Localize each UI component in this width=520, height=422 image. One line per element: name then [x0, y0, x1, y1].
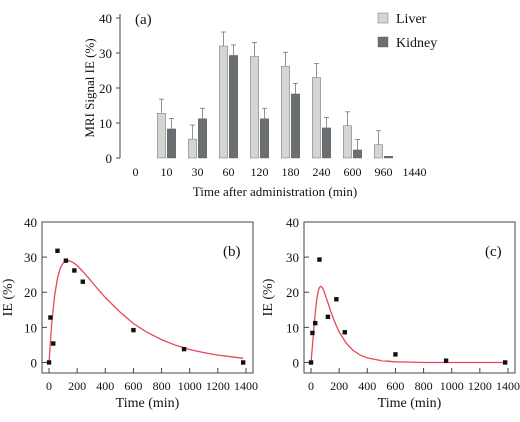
x-tick-label: 600 [124, 379, 142, 393]
fit-curve [310, 285, 506, 364]
data-point [313, 320, 318, 326]
x-tick-label: 1200 [468, 379, 492, 393]
legend-label-liver: Liver [396, 12, 427, 27]
x-tick-label: 240 [313, 165, 331, 179]
bar-liver [157, 112, 166, 159]
panel-label: (a) [135, 12, 152, 28]
y-tick-label: 0 [106, 151, 113, 166]
bar-kidney [291, 93, 300, 159]
y-axis-title: IE (%) [261, 278, 276, 316]
x-tick-label: 800 [415, 379, 433, 393]
x-tick-label: 400 [96, 379, 114, 393]
bar-liver [374, 144, 383, 159]
x-axis-title: Time after administration (min) [193, 184, 358, 199]
y-tick-label: 10 [286, 320, 299, 335]
y-axis-title: MRI Signal IE (%) [82, 38, 97, 137]
data-point [51, 341, 56, 346]
data-point [46, 360, 52, 365]
y-tick-label: 40 [99, 11, 112, 26]
data-point [308, 360, 314, 365]
data-point [393, 352, 398, 357]
data-point [342, 330, 347, 335]
x-tick-label: 1400 [234, 379, 258, 393]
x-tick-label: 200 [68, 379, 86, 393]
x-tick-label: 0 [308, 379, 314, 393]
plot-frame [303, 221, 516, 374]
bar-liver [312, 77, 321, 159]
x-tick-label: 0 [133, 165, 139, 179]
panel-label: (b) [223, 244, 241, 260]
x-tick-label: 1000 [440, 379, 464, 393]
y-tick-label: 40 [24, 215, 37, 230]
x-tick-label: 800 [153, 379, 171, 393]
x-tick-label: 60 [223, 165, 235, 179]
x-tick-label: 200 [330, 379, 348, 393]
legend-label-kidney: Kidney [396, 36, 437, 51]
bar-liver [219, 45, 228, 159]
data-point [48, 315, 53, 320]
y-tick-label: 30 [24, 250, 37, 265]
y-tick-label: 10 [99, 116, 112, 131]
bar-kidney [198, 118, 207, 159]
y-tick-label: 0 [293, 355, 300, 370]
x-tick-label: 0 [46, 379, 52, 393]
bar-liver [188, 138, 197, 159]
bar-liver [281, 66, 290, 159]
x-tick-label: 120 [251, 165, 269, 179]
x-tick-label: 1000 [178, 379, 202, 393]
x-tick-label: 600 [386, 379, 404, 393]
plot-frame [41, 221, 254, 374]
data-point [443, 358, 449, 363]
bar-liver [343, 125, 352, 159]
x-axis-title: Time (min) [116, 396, 180, 411]
data-point [502, 360, 508, 365]
y-tick-label: 10 [24, 320, 37, 335]
bar-kidney [322, 127, 331, 159]
bar-kidney [384, 156, 393, 159]
data-point [131, 327, 136, 333]
legend-swatch [377, 36, 389, 48]
y-tick-label: 20 [286, 285, 299, 300]
y-tick-label: 20 [99, 81, 112, 96]
data-point [240, 360, 246, 365]
data-point [181, 346, 187, 352]
bar-kidney [167, 128, 176, 159]
y-tick-label: 40 [286, 215, 299, 230]
legend-swatch [377, 12, 389, 24]
data-point [310, 330, 315, 336]
data-point [55, 248, 60, 253]
bar-kidney [260, 118, 269, 159]
x-tick-label: 960 [375, 165, 393, 179]
y-tick-label: 0 [31, 355, 38, 370]
y-tick-label: 30 [286, 250, 299, 265]
data-point [63, 258, 69, 263]
x-tick-label: 10 [161, 165, 173, 179]
y-tick-label: 20 [24, 285, 37, 300]
data-point [80, 279, 85, 284]
bar-kidney [229, 55, 238, 159]
fit-curve [48, 259, 244, 363]
data-point [334, 297, 339, 302]
bar-kidney [353, 149, 362, 159]
y-axis-title: IE (%) [1, 278, 16, 316]
data-point [325, 314, 331, 320]
bar-liver [250, 56, 259, 159]
x-tick-label: 600 [344, 165, 362, 179]
x-tick-label: 30 [192, 165, 204, 179]
x-tick-label: 1440 [403, 165, 427, 179]
x-tick-label: 180 [282, 165, 300, 179]
x-tick-label: 1200 [206, 379, 230, 393]
y-tick-label: 30 [99, 46, 112, 61]
data-point [317, 257, 322, 262]
panel-label: (c) [485, 244, 502, 260]
x-tick-label: 1400 [496, 379, 520, 393]
x-axis-title: Time (min) [378, 396, 442, 411]
x-tick-label: 400 [358, 379, 376, 393]
data-point [72, 268, 77, 273]
